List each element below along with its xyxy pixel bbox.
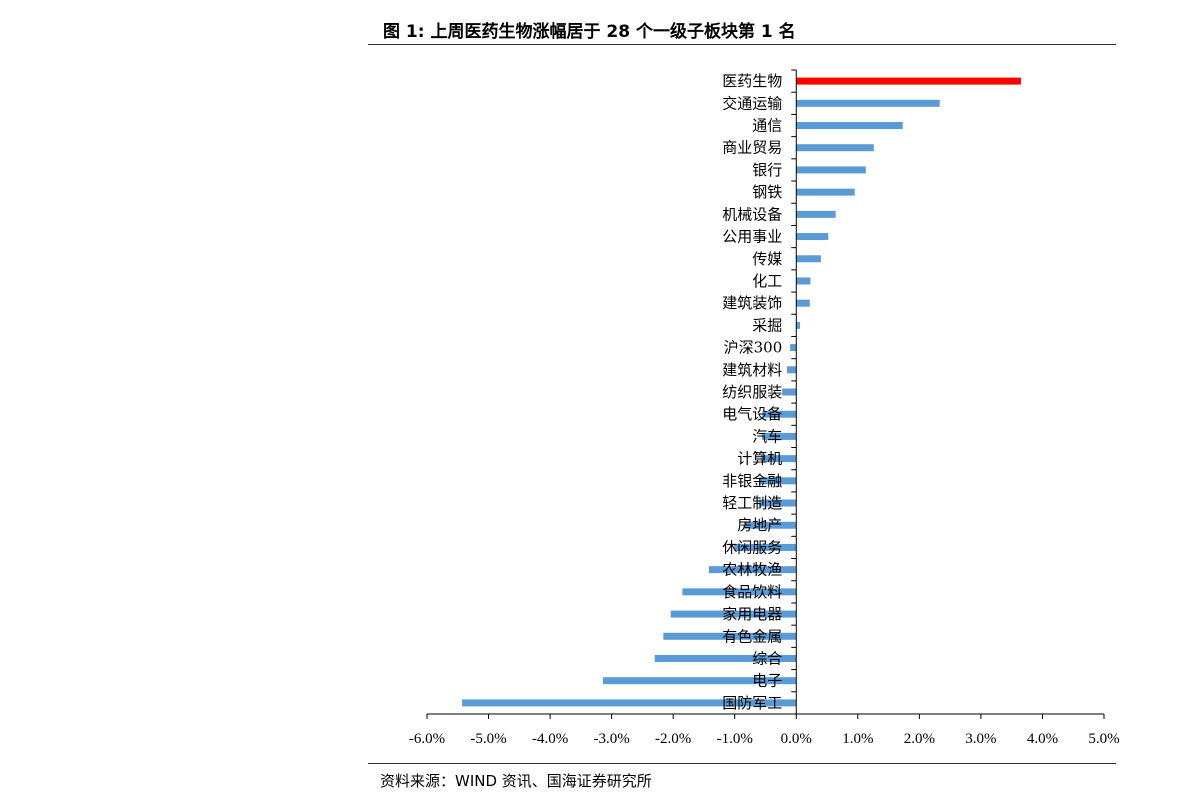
category-label: 沪深300 [724,339,783,357]
category-label: 医药生物 [722,72,782,90]
x-tick-label: -4.0% [532,731,568,747]
category-label: 交通运输 [722,94,782,112]
bar-6 [796,188,855,196]
x-tick-label: 3.0% [965,731,996,747]
bar-3 [796,122,903,130]
category-label: 农林牧渔 [722,561,782,579]
category-label: 轻工制造 [722,494,782,512]
x-tick-label: 0.0% [781,731,812,747]
bar-2 [796,99,940,107]
category-label: 公用事业 [722,228,782,246]
x-tick-label: -3.0% [594,731,630,747]
category-label: 通信 [752,117,782,135]
category-label: 汽车 [752,427,782,445]
x-tick-label: 2.0% [904,731,935,747]
title-divider [368,44,1116,45]
x-tick-label: 5.0% [1088,731,1119,747]
bar-20 [758,499,797,507]
category-label: 传媒 [752,250,782,268]
bar-24 [682,588,797,596]
category-label: 钢铁 [752,183,782,201]
bar-26 [663,632,797,640]
bar-18 [761,455,797,463]
chart-title: 图 1: 上周医药生物涨幅居于 28 个一级子板块第 1 名 [383,22,796,42]
category-label: 休闲服务 [722,538,782,556]
category-label: 建筑装饰 [722,294,782,312]
category-label: 机械设备 [722,205,782,223]
source-note: 资料来源：WIND 资讯、国海证券研究所 [380,772,652,790]
bar-22 [734,543,797,551]
category-label: 非银金融 [722,472,782,490]
bar-17 [761,432,797,440]
x-tick-label: -6.0% [409,731,445,747]
source-divider [368,763,1116,764]
bar-27 [654,654,797,662]
category-label: 国防军工 [722,694,782,712]
category-label: 纺织服装 [722,383,782,401]
category-label: 银行 [752,161,782,179]
bar-1 [796,77,1021,85]
bar-25 [670,610,797,618]
bar-21 [743,521,797,529]
category-label: 化工 [752,272,782,290]
category-label: 商业贸易 [722,139,782,157]
bar-5 [796,166,866,174]
category-label: 房地产 [737,516,782,534]
bar-28 [603,677,797,685]
x-tick-label: -5.0% [470,731,506,747]
category-label: 食品饮料 [722,583,782,601]
x-tick-label: -2.0% [655,731,691,747]
category-label: 建筑材料 [722,361,782,379]
bar-9 [796,255,821,263]
bar-12 [796,321,800,329]
x-tick-label: 4.0% [1027,731,1058,747]
category-label: 电子 [752,672,782,690]
bar-16 [762,410,797,418]
category-label: 有色金属 [722,627,782,645]
category-label: 计算机 [737,450,782,468]
category-label: 家用电器 [722,605,782,623]
x-tick-label: -1.0% [717,731,753,747]
x-tick-label: 1.0% [842,731,873,747]
category-label: 电气设备 [722,405,782,423]
category-label: 综合 [752,649,782,667]
bar-15 [782,388,797,396]
bar-4 [796,144,874,152]
bar-13 [790,344,797,352]
bar-8 [796,233,829,241]
bar-7 [796,210,836,218]
bar-29 [462,699,797,707]
category-label: 采掘 [752,316,782,334]
bar-19 [759,477,797,485]
bar-10 [796,277,811,285]
bar-11 [796,299,810,307]
bar-23 [708,566,797,574]
bar-14 [787,366,797,374]
